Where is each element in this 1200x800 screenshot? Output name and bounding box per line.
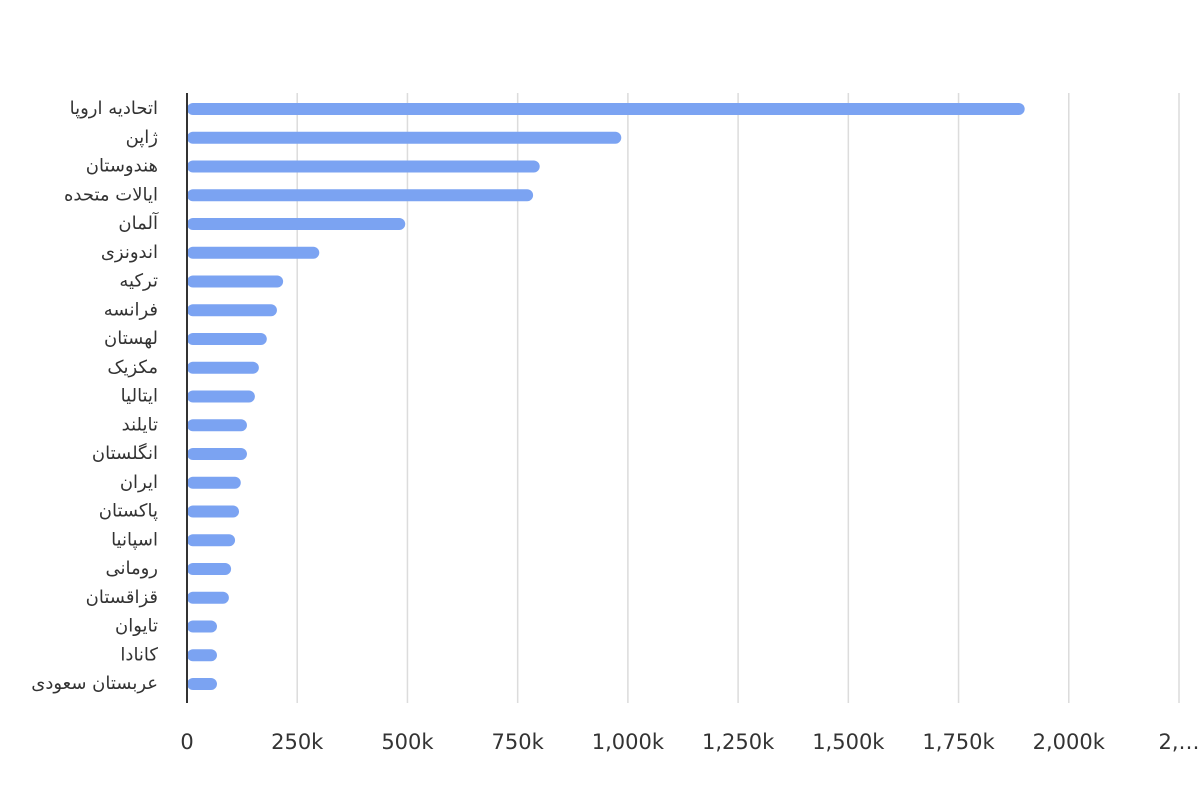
y-tick-label: فرانسه (104, 299, 158, 320)
bar (187, 160, 540, 173)
bar (187, 620, 217, 633)
y-tick-label: اتحادیه اروپا (70, 98, 158, 119)
bar (187, 361, 259, 374)
x-tick-label: 1,250k (702, 730, 775, 754)
x-tick-label: 0 (180, 730, 193, 754)
bar (187, 275, 284, 288)
bar (187, 563, 232, 575)
y-tick-label: ایتالیا (121, 386, 158, 407)
y-tick-label: اندونزی (101, 242, 158, 263)
bar (187, 649, 217, 662)
bar (187, 591, 229, 604)
x-tick-label: 1,750k (922, 730, 995, 754)
bar (187, 534, 236, 547)
x-tick-label: 2,… (1158, 730, 1199, 754)
bar (187, 333, 267, 345)
bar (187, 189, 534, 202)
y-tick-label: ترکیه (119, 271, 158, 292)
bar (187, 505, 240, 518)
bar (187, 419, 247, 432)
bar (187, 390, 255, 403)
y-tick-label: قزاقستان (86, 587, 158, 608)
y-tick-label: لهستان (104, 328, 158, 349)
x-tick-label: 1,000k (592, 730, 665, 754)
y-tick-label: عربستان سعودی (31, 673, 158, 694)
bar (187, 103, 1025, 115)
y-tick-label: تایوان (115, 616, 158, 637)
x-tick-label: 2,000k (1033, 730, 1106, 754)
bar (187, 131, 622, 144)
x-tick-label: 750k (492, 730, 545, 754)
bar (187, 678, 217, 690)
y-tick-label: ژاپن (126, 127, 158, 148)
bar (187, 304, 277, 317)
y-tick-label: مکزیک (107, 357, 158, 378)
y-tick-label: ایالات متحده (64, 184, 158, 205)
bar (187, 448, 247, 460)
y-tick-label: هندوستان (86, 156, 158, 177)
y-tick-label: ایران (120, 472, 158, 493)
y-tick-label: کانادا (120, 644, 158, 665)
y-tick-label: رومانی (105, 558, 158, 579)
y-tick-label: انگلستان (92, 442, 158, 464)
x-tick-label: 250k (271, 730, 324, 754)
y-tick-label: آلمان (118, 211, 159, 234)
y-tick-label: تایلند (122, 414, 158, 435)
bar (187, 246, 320, 259)
x-tick-label: 500k (381, 730, 434, 754)
bar (187, 218, 406, 230)
bar (187, 476, 241, 489)
y-tick-label: اسپانیا (111, 529, 158, 550)
y-tick-label: پاکستان (99, 501, 158, 522)
x-tick-label: 1,500k (812, 730, 885, 754)
